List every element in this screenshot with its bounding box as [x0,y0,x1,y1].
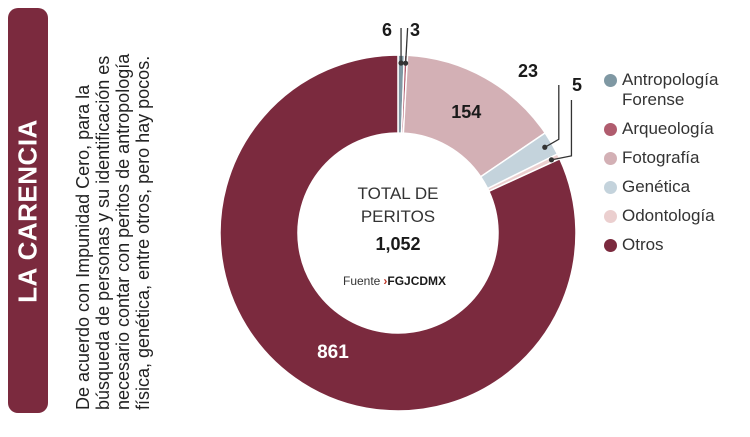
legend-label: Fotografía [622,148,700,167]
value-label-otros: 861 [317,342,349,363]
source-arrow: › [383,274,387,288]
legend-label: Otros [622,235,664,254]
legend-label: Antropología Forense [622,70,719,109]
legend-label: Arqueología [622,119,714,138]
legend-item-genetica: Genética [604,177,750,197]
title-banner: LA CARENCIA [8,8,48,413]
value-label-arqueologia: 3 [410,20,420,40]
legend-swatch [604,210,617,223]
leader-genetica [544,85,560,148]
legend-item-otros: Otros [604,235,750,255]
legend-item-odontologia: Odontología [604,206,750,226]
leader-odontologia-dot [548,157,555,163]
leader-antropologia-forense-dot [398,60,404,66]
center-label-line2: PERITOS [361,207,435,226]
source-label: Fuente ›FGJCDMX [343,274,446,288]
legend-item-arqueologia: Arqueología [604,119,750,139]
leader-arqueologia-dot [403,60,409,66]
legend-swatch [604,74,617,87]
center-label-line1: TOTAL DE [358,184,439,203]
legend-swatch [604,181,617,194]
source-name: FGJCDMX [387,274,446,288]
leader-arqueologia [404,27,409,64]
legend-swatch [604,123,617,136]
legend-swatch [604,239,617,252]
value-label-fotografia: 154 [451,102,481,122]
legend-label: Genética [622,177,691,196]
center-total: 1,052 [375,234,420,254]
legend-item-fotografia: Fotografía [604,148,750,168]
leader-genetica-dot [542,144,548,150]
legend-item-antropologia-forense: Antropología Forense [604,70,750,110]
slice-otros [219,54,577,412]
value-label-odontologia: 5 [572,75,582,95]
source-prefix: Fuente [343,274,381,288]
leader-odontologia [551,100,573,161]
legend-swatch [604,152,617,165]
value-label-antropologia-forense: 6 [382,20,392,40]
legend: Antropología Forense Arqueología Fotografí… [604,70,750,255]
legend-label: Odontología [622,206,715,225]
value-label-genetica: 23 [518,61,538,81]
